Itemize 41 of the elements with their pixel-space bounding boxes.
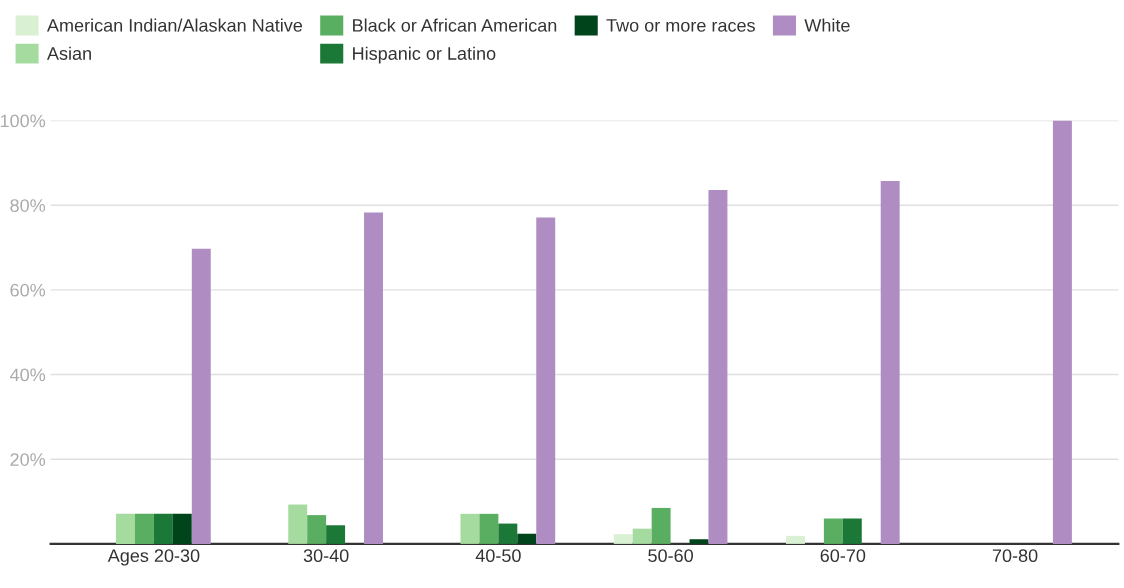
bar [842, 518, 862, 544]
x-tick-label: 60-70 [820, 549, 866, 563]
bar [153, 513, 173, 544]
legend-label: Hispanic or Latino [353, 46, 496, 64]
y-tick-label: 80% [10, 199, 46, 212]
x-tick-label: 40-50 [475, 549, 521, 563]
bar [651, 507, 671, 544]
bar [785, 535, 805, 544]
bar [1052, 120, 1072, 544]
bar [364, 212, 383, 544]
bar [116, 513, 135, 544]
bar [517, 533, 537, 544]
bar [288, 504, 308, 544]
bar [134, 513, 154, 544]
bar [307, 515, 327, 544]
bar [460, 513, 480, 544]
bar [479, 513, 499, 544]
bar [880, 181, 900, 544]
x-tick-label: 50-60 [648, 549, 693, 563]
legend-label: Asian [46, 46, 91, 60]
bar [708, 189, 728, 544]
legend-label: Black or African American [353, 18, 557, 32]
bar [823, 518, 843, 544]
bar [632, 528, 652, 544]
x-tick-label: Ages 20-30 [107, 549, 200, 566]
bar [536, 217, 556, 544]
bar [326, 525, 346, 544]
bar [172, 513, 192, 544]
bar [191, 248, 211, 544]
x-tick-label: 30-40 [303, 549, 349, 563]
y-tick-label: 40% [10, 368, 46, 382]
y-tick-label: 20% [10, 453, 46, 466]
bar [613, 534, 633, 544]
bar [498, 523, 518, 544]
y-tick-label: 100% [0, 114, 46, 128]
x-tick-label: 70-80 [992, 549, 1038, 563]
y-tick-label: 60% [10, 283, 46, 297]
bar [689, 539, 709, 544]
legend-label: American Indian/Alaskan Native [46, 18, 303, 32]
legend-label: White [804, 18, 850, 32]
legend-label: Two or more races [606, 19, 755, 32]
